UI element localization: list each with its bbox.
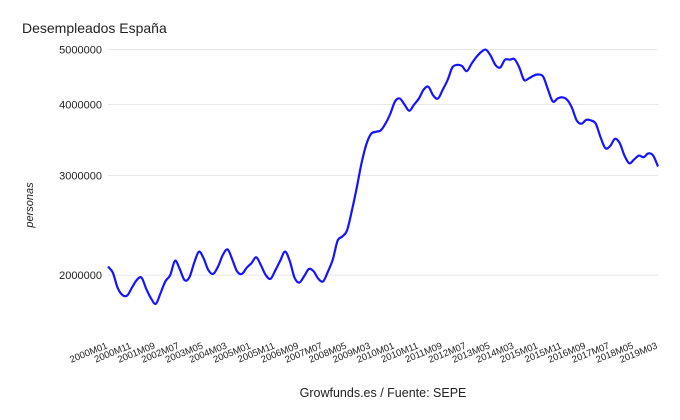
y-tick-label-3: 5000000 bbox=[59, 45, 102, 57]
series-layer bbox=[107, 48, 660, 306]
series-line-0 bbox=[107, 48, 660, 306]
x-axis-label: Growfunds.es / Fuente: SEPE bbox=[300, 386, 467, 400]
y-tick-label-1: 3000000 bbox=[59, 170, 102, 182]
y-tick-label-2: 4000000 bbox=[59, 100, 102, 112]
chart-title: Desempleados España bbox=[22, 20, 167, 36]
y-axis-label: personas bbox=[24, 182, 36, 229]
y-tick-label-0: 2000000 bbox=[59, 270, 102, 282]
x-axis-ticks: 2000M012000M112001M092002M072003M052004M… bbox=[68, 341, 659, 366]
y-axis-ticks: 2000000 3000000 4000000 5000000 bbox=[59, 45, 102, 282]
grid-lines bbox=[108, 49, 658, 276]
